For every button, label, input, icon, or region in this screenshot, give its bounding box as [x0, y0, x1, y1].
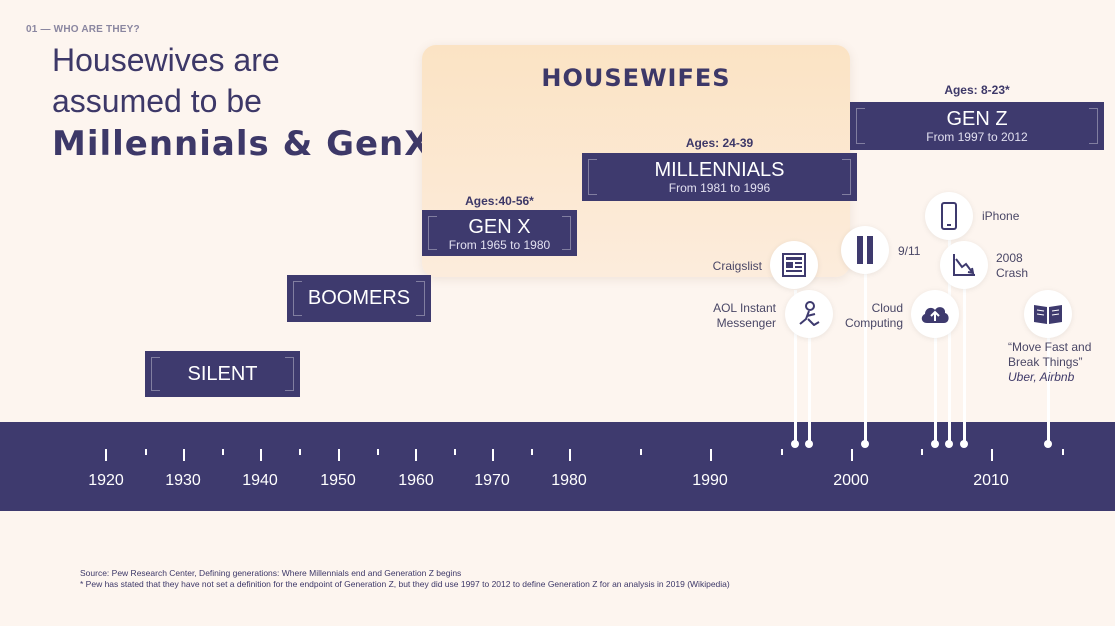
title-script: Millennials & GenX — [52, 124, 432, 164]
millennials-name: MILLENNIALS — [654, 159, 785, 181]
iphone-icon — [925, 192, 973, 240]
gen-boomers-box: BOOMERS — [287, 275, 431, 322]
page-title: Housewives are assumed to be — [52, 40, 280, 122]
footer-note: * Pew has stated that they have not set … — [80, 579, 730, 589]
event-aol-line-1: AOL Instant — [713, 301, 776, 315]
event-911-label: 9/11 — [898, 244, 921, 258]
event-crash-label: 2008 Crash — [996, 251, 1028, 281]
year-label: 2000 — [833, 472, 869, 489]
gen-x-box: GEN X From 1965 to 1980 — [422, 210, 577, 256]
title-line-2: assumed to be — [52, 83, 262, 119]
craigslist-icon — [770, 241, 818, 289]
gen-x-range: From 1965 to 1980 — [448, 238, 551, 252]
year-label: 1930 — [165, 472, 201, 489]
event-aol-label: AOL Instant Messenger — [696, 301, 776, 331]
year-label: 1940 — [242, 472, 278, 489]
year-label: 1960 — [398, 472, 434, 489]
event-move-fast-line-3: Uber, Airbnb — [1008, 370, 1075, 384]
open-book-icon — [1024, 290, 1072, 338]
event-cloud-line-1: Cloud — [871, 301, 903, 315]
aol-messenger-icon — [785, 290, 833, 338]
gen-x-name: GEN X — [468, 216, 531, 238]
section-label: 01 — WHO ARE THEY? — [26, 24, 140, 35]
event-cloud-label: Cloud Computing — [828, 301, 903, 331]
event-move-fast-label: “Move Fast and Break Things” Uber, Airbn… — [1008, 340, 1091, 385]
gen-z-range: From 1997 to 2012 — [926, 130, 1028, 144]
event-crash-line-1: 2008 — [996, 251, 1023, 265]
crash-chart-icon — [940, 241, 988, 289]
cloud-upload-icon — [911, 290, 959, 338]
twin-towers-icon — [841, 226, 889, 274]
year-label: 1920 — [88, 472, 124, 489]
year-label: 1970 — [474, 472, 510, 489]
event-cloud-line-2: Computing — [844, 316, 903, 330]
year-label: 1980 — [551, 472, 587, 489]
housewives-title: HOUSEWIFES — [541, 64, 731, 92]
millennials-ages: Ages: 24-39 — [685, 136, 754, 150]
title-line-1: Housewives are — [52, 42, 280, 78]
event-move-fast-line-1: “Move Fast and — [1008, 340, 1092, 354]
event-crash-line-2: Crash — [996, 266, 1029, 280]
gen-z-box: GEN Z From 1997 to 2012 — [850, 102, 1104, 150]
year-label: 1950 — [320, 472, 356, 489]
gen-z-name: GEN Z — [946, 108, 1008, 130]
millennials-box: MILLENNIALS From 1981 to 1996 — [582, 153, 857, 201]
gen-silent-box: SILENT — [145, 351, 300, 397]
gen-z-ages: Ages: 8-23* — [944, 83, 1010, 97]
event-move-fast-line-2: Break Things” — [1008, 355, 1083, 369]
event-aol-line-2: Messenger — [716, 316, 776, 330]
gen-boomers-name: BOOMERS — [307, 287, 411, 309]
timeline-band — [0, 422, 1115, 511]
gen-silent-name: SILENT — [187, 363, 258, 385]
event-iphone-label: iPhone — [982, 209, 1020, 223]
event-craigslist-label: Craigslist — [712, 259, 762, 273]
footer-source: Source: Pew Research Center, Defining ge… — [80, 568, 462, 578]
millennials-range: From 1981 to 1996 — [668, 181, 771, 195]
year-label: 2010 — [973, 472, 1009, 489]
year-label: 1990 — [692, 472, 728, 489]
gen-x-ages: Ages:40-56* — [465, 194, 534, 208]
